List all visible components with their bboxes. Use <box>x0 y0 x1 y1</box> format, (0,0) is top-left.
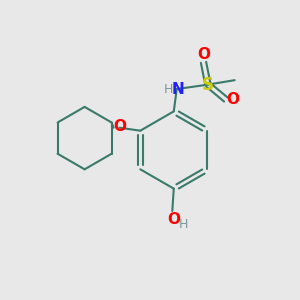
Text: O: O <box>113 119 126 134</box>
Text: N: N <box>171 82 184 97</box>
Text: O: O <box>197 47 210 62</box>
Text: O: O <box>227 92 240 107</box>
Text: H: H <box>179 218 188 231</box>
Text: S: S <box>202 76 214 94</box>
Text: O: O <box>167 212 180 227</box>
Text: H: H <box>164 82 173 96</box>
